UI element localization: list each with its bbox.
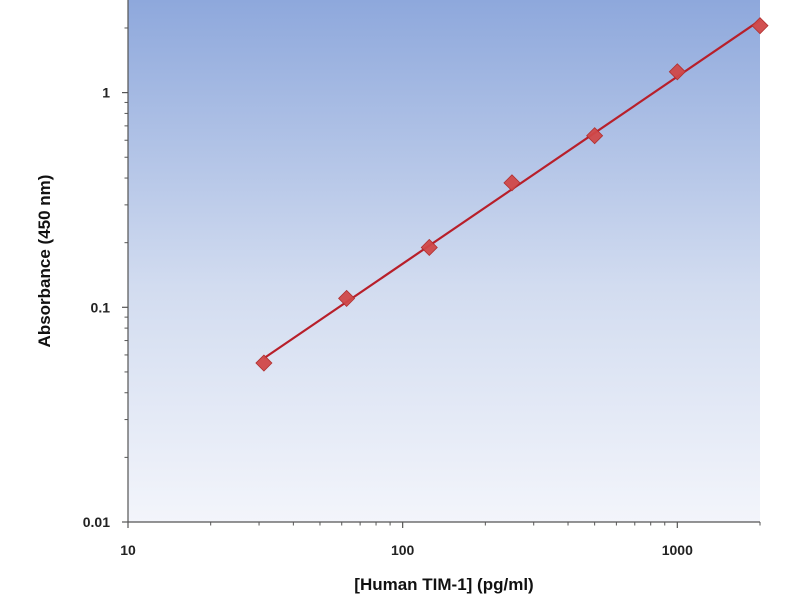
y-tick-label: 0.01 xyxy=(83,514,110,530)
axis-tick-labels: 10 100 1000 0.01 0.1 1 xyxy=(83,85,693,558)
x-tick-label: 1000 xyxy=(662,542,693,558)
data-point xyxy=(586,127,604,145)
x-tick-label: 10 xyxy=(120,542,136,558)
x-axis-title: [Human TIM-1] (pg/ml) xyxy=(354,575,533,594)
data-point xyxy=(255,354,273,372)
data-points xyxy=(255,17,769,372)
x-tick-label: 100 xyxy=(391,542,415,558)
data-point xyxy=(420,238,438,257)
y-axis-title: Absorbance (450 nm) xyxy=(35,175,54,348)
data-point xyxy=(503,174,521,192)
data-point xyxy=(751,17,769,35)
data-point xyxy=(338,289,356,307)
data-point xyxy=(668,63,686,81)
y-tick-label: 0.1 xyxy=(91,299,111,315)
plot-area xyxy=(128,0,760,522)
y-tick-label: 1 xyxy=(102,85,110,101)
